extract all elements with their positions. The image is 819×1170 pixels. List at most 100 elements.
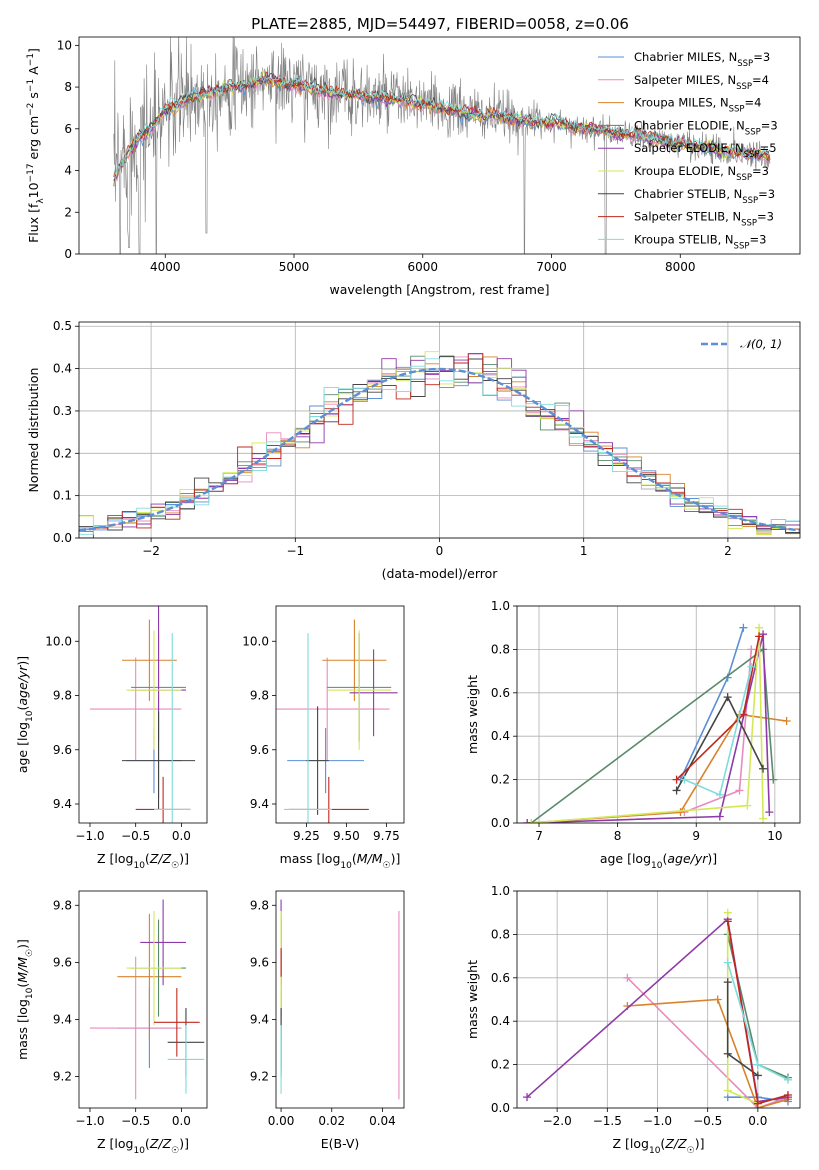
label-part: Z [log [613, 1136, 649, 1151]
weight-marker [747, 645, 756, 654]
axes-frame [78, 890, 208, 1109]
label-part: ( [660, 1136, 665, 1151]
x-tick-label: 7 [535, 829, 543, 843]
weight-marker [753, 1099, 762, 1108]
plot-area [280, 899, 400, 1100]
x-tick-label: 2 [724, 544, 732, 558]
x-tick-label: −0.5 [693, 1114, 722, 1128]
y-tick-label: 0.1 [53, 489, 72, 503]
y-tick-label: 0.4 [53, 362, 72, 376]
axes-frame [78, 321, 801, 539]
legend-entry: Kroupa ELODIE, NSSP=3 [634, 164, 769, 183]
legend-sub: SSP [736, 173, 752, 183]
y-tick-label: 9.6 [53, 955, 72, 969]
legend-model: Kroupa MILES [634, 96, 713, 110]
plot-area [79, 351, 800, 538]
legend-count: =3 [761, 118, 778, 132]
x-tick-label: 6000 [407, 260, 438, 274]
label-part: Z/Z [149, 1136, 172, 1151]
y-axis-label: age [log10(age/yr)] [15, 656, 35, 773]
label-part: ( [145, 1136, 150, 1151]
y-tick-label: 9.6 [53, 743, 72, 757]
legend-count: =5 [760, 141, 777, 155]
y-tick-label: 0.8 [491, 642, 510, 656]
weight-marker [769, 775, 778, 784]
weight-marker [723, 978, 732, 987]
y-tick-label: 0.0 [491, 816, 510, 830]
weight-marker [672, 786, 681, 795]
x-axis-label: mass [log10(M/M☉)] [280, 851, 401, 871]
legend-count: =4 [752, 73, 769, 87]
x-axis-label: E(B-V) [321, 1136, 360, 1151]
label-part: s [26, 92, 41, 103]
x-tick-label: 9.50 [333, 829, 360, 843]
x-tick-label: 10 [767, 829, 782, 843]
x-tick-label: 0 [436, 544, 444, 558]
y-axis-label: mass weight [465, 675, 480, 754]
legend-entry: Chabrier STELIB, NSSP=3 [634, 187, 775, 206]
label-part: Z/Z [664, 1136, 687, 1151]
label-part: Z [log [97, 1136, 133, 1151]
y-axis-label: Normed distribution [26, 368, 41, 493]
legend-model: Salpeter MILES [634, 73, 720, 87]
legend-n: , N [726, 187, 742, 201]
plot-area [276, 619, 398, 823]
y-tick-label: 10 [57, 38, 72, 52]
y-axis-label: Flux [fλ10−17 erg cm−2 s−1 A−1] [26, 48, 46, 243]
plot-area [523, 623, 791, 823]
label-part: ( [352, 851, 357, 866]
x-tick-label: 7000 [536, 260, 567, 274]
label-part: age/yr [667, 851, 708, 866]
weight-marker [747, 662, 756, 671]
x-axis-label: wavelength [Angstrom, rest frame] [329, 282, 549, 297]
y-tick-label: 8 [64, 80, 72, 94]
y-tick-label: 0.0 [53, 531, 72, 545]
y-tick-label: 0.8 [491, 927, 510, 941]
weight-marker [755, 623, 764, 632]
x-tick-label: −2 [142, 544, 160, 558]
weight-marker [672, 775, 681, 784]
x-tick-label: −1.0 [75, 829, 104, 843]
legend-sub: SSP [741, 219, 757, 229]
label-part: ☉ [171, 1146, 179, 1156]
legend-n: , N [720, 164, 736, 178]
weight-marker [759, 764, 768, 773]
x-tick-label: −0.5 [121, 1114, 150, 1128]
label-part: 10 [133, 1146, 145, 1156]
label-part: ☉ [25, 949, 35, 957]
y-tick-label: 0.2 [53, 446, 72, 460]
y-tick-label: 9.4 [250, 797, 269, 811]
x-axis-label: (data-model)/error [382, 566, 499, 581]
weight-marker [676, 808, 685, 817]
legend-model: Salpeter ELODIE [634, 141, 728, 155]
weight-marker [723, 693, 732, 702]
legend-n: , N [725, 210, 741, 224]
label-part: )] [15, 939, 30, 949]
legend-entry: Salpeter STELIB, NSSP=3 [634, 210, 774, 229]
y-tick-label: 0.2 [491, 773, 510, 787]
legend-model: Chabrier STELIB [634, 187, 726, 201]
label-part: 10 [649, 1146, 661, 1156]
legend-entry: Kroupa STELIB, NSSP=3 [634, 232, 766, 251]
x-axis-label: Z [log10(Z/Z☉)] [613, 1136, 705, 1156]
legend-count: =4 [744, 96, 761, 110]
x-axis-label: Z [log10(Z/Z☉)] [97, 1136, 189, 1156]
axes-frame [516, 605, 801, 824]
weight-marker [523, 1093, 532, 1102]
weight-marker [735, 786, 744, 795]
legend-sub: SSP [736, 82, 752, 92]
weight-marker [723, 958, 732, 967]
legend-n: , N [713, 96, 729, 110]
legend-count: =3 [758, 187, 775, 201]
y-tick-label: 9.8 [53, 898, 72, 912]
x-tick-label: 1 [580, 544, 588, 558]
weight-marker [783, 1075, 792, 1084]
label-part: )] [391, 851, 401, 866]
axes-frame [78, 605, 208, 824]
plot-area [113, 37, 771, 254]
legend-n: , N [729, 118, 745, 132]
model-line-kroupa-stelib [113, 75, 771, 175]
label-part: 10 [25, 710, 35, 722]
axes-frame [275, 890, 405, 1109]
